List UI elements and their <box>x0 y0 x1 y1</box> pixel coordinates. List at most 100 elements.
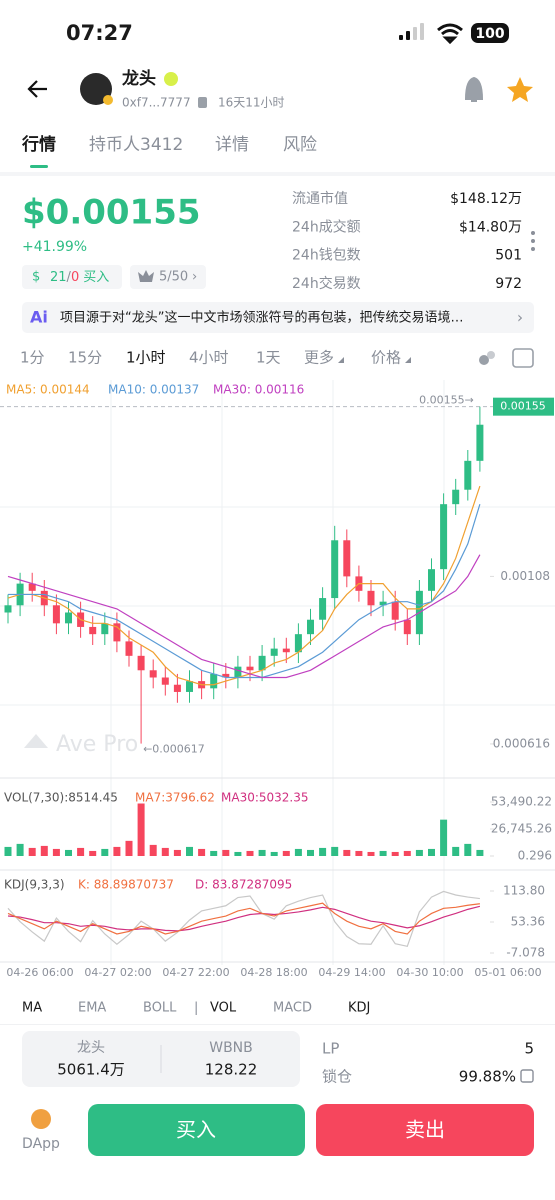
x-tick-label: 04-27 02:00 <box>84 966 151 979</box>
indicator-tabs: MA EMA BOLL | VOL MACD KDJ <box>22 1001 370 1016</box>
candle-body <box>270 648 278 656</box>
timeframe[interactable]: 4小时 <box>189 349 229 367</box>
tab[interactable]: 行情 <box>21 134 56 155</box>
volume-legend: VOL(7,30):8514.45 <box>4 791 118 805</box>
dapp-label[interactable]: DApp <box>22 1136 60 1152</box>
signal-icon <box>399 23 424 40</box>
ma-line <box>8 503 481 679</box>
candle-body <box>331 540 339 599</box>
candle-body <box>379 601 387 606</box>
y-tick-label: 0.000616 <box>493 736 550 750</box>
volume-bar <box>4 846 12 856</box>
banner-text: 项目源于对“龙头”这一中文市场领涨符号的再包装，把传统交易语境… <box>60 310 463 326</box>
indicator-tab[interactable]: MACD <box>273 1001 312 1016</box>
buy-button-label[interactable]: 买入 <box>176 1118 216 1142</box>
token-address[interactable]: 0xf7...7777 <box>122 96 191 110</box>
candle-body <box>403 619 411 635</box>
volume-bar <box>234 851 242 856</box>
more-dots[interactable] <box>531 231 535 251</box>
candle-body <box>125 641 133 656</box>
dropdown-caret <box>338 357 344 363</box>
timeframe[interactable]: 15分 <box>68 349 102 367</box>
chart: MA5: 0.00144 MA10: 0.00137 MA30: 0.00116 0.… <box>0 383 554 979</box>
timeframe[interactable]: 更多 <box>304 349 334 367</box>
chevron: › <box>517 309 523 327</box>
watermark-logo <box>24 734 48 748</box>
volume-bar <box>282 850 290 856</box>
bell-icon[interactable] <box>464 76 484 102</box>
volume-bar <box>428 848 435 856</box>
timeframe[interactable]: 1分 <box>20 349 45 367</box>
volume-bar <box>355 850 363 856</box>
back-button[interactable] <box>27 80 47 98</box>
status-time: 07:27 <box>66 21 133 45</box>
volume-bar <box>52 848 60 856</box>
favorite-star[interactable] <box>507 77 533 102</box>
crown-icon <box>138 270 154 282</box>
ma-legend: MA10: 0.00137 <box>108 383 199 397</box>
indicator-tab[interactable]: MA <box>22 1001 42 1016</box>
volume-bar <box>294 848 302 856</box>
sell-button-label[interactable]: 卖出 <box>405 1118 445 1142</box>
stat-value: 972 <box>495 276 522 292</box>
tab[interactable]: 风险 <box>283 135 317 155</box>
candle-body <box>161 677 169 685</box>
stat-value: $148.12万 <box>450 191 522 207</box>
candle-body <box>440 504 448 570</box>
candle-body <box>234 666 242 678</box>
candle-body <box>367 590 375 606</box>
indicator-tab[interactable]: VOL <box>210 1001 237 1016</box>
rank-badge[interactable] <box>130 265 206 289</box>
settings-icon <box>487 351 495 359</box>
y-tick-label: 0.00108 <box>500 569 550 583</box>
volume-bar <box>65 849 72 856</box>
timeframe[interactable]: 价格 <box>371 349 401 367</box>
y-tick-label: 113.80 <box>503 884 545 898</box>
external-link-icon[interactable] <box>520 1069 534 1083</box>
indicator-tab[interactable]: BOLL <box>143 1001 177 1016</box>
volume-bar <box>173 849 181 856</box>
candle-body <box>391 601 399 620</box>
ai-icon: Ai <box>30 308 48 327</box>
tab[interactable]: 详情 <box>215 135 249 155</box>
candle-body <box>307 619 314 635</box>
volume-bar <box>246 850 254 856</box>
banner[interactable] <box>22 302 534 333</box>
timeframe[interactable]: 1天 <box>256 349 281 367</box>
volume-bar <box>440 819 448 856</box>
kdj-legend: K: 88.89870737 <box>78 878 174 892</box>
chart-grid <box>0 380 555 965</box>
stat-value: $14.80万 <box>459 219 522 235</box>
sell-button[interactable] <box>316 1104 534 1156</box>
trade-badge[interactable] <box>22 265 122 289</box>
volume-bar <box>367 851 375 856</box>
y-tick-label: 0.296 <box>518 849 552 863</box>
holding-name: WBNB <box>209 1040 253 1056</box>
stat-value: 501 <box>495 248 522 264</box>
holding-name: 龙头 <box>77 1040 105 1056</box>
copy-icon[interactable] <box>198 97 207 108</box>
indicator-tab[interactable]: KDJ <box>348 1001 370 1016</box>
tab[interactable]: 持币人3412 <box>89 135 183 155</box>
candle-body <box>28 583 36 591</box>
settings-icon[interactable] <box>479 355 489 365</box>
candle-body <box>186 681 193 692</box>
indicator-tab[interactable]: EMA <box>78 1001 106 1016</box>
buy-button[interactable] <box>88 1104 305 1156</box>
liquidity-value: 5 <box>524 1040 534 1058</box>
volume-bar <box>40 845 48 856</box>
timeframe[interactable]: 1小时 <box>126 349 166 367</box>
candle-body <box>89 626 97 635</box>
volume-bar <box>307 849 314 856</box>
stat-label: 24h成交额 <box>292 218 361 235</box>
sell-count: 0 <box>71 270 79 285</box>
config-icon[interactable] <box>512 348 534 368</box>
chain-badge <box>103 95 113 105</box>
liquidity-label: 锁仓 <box>322 1068 352 1086</box>
candle-body <box>222 673 230 678</box>
kdj-line <box>7 902 480 935</box>
indicator-tab: | <box>194 1001 198 1016</box>
candle-body <box>4 605 12 613</box>
dapp-icon[interactable] <box>31 1109 51 1129</box>
